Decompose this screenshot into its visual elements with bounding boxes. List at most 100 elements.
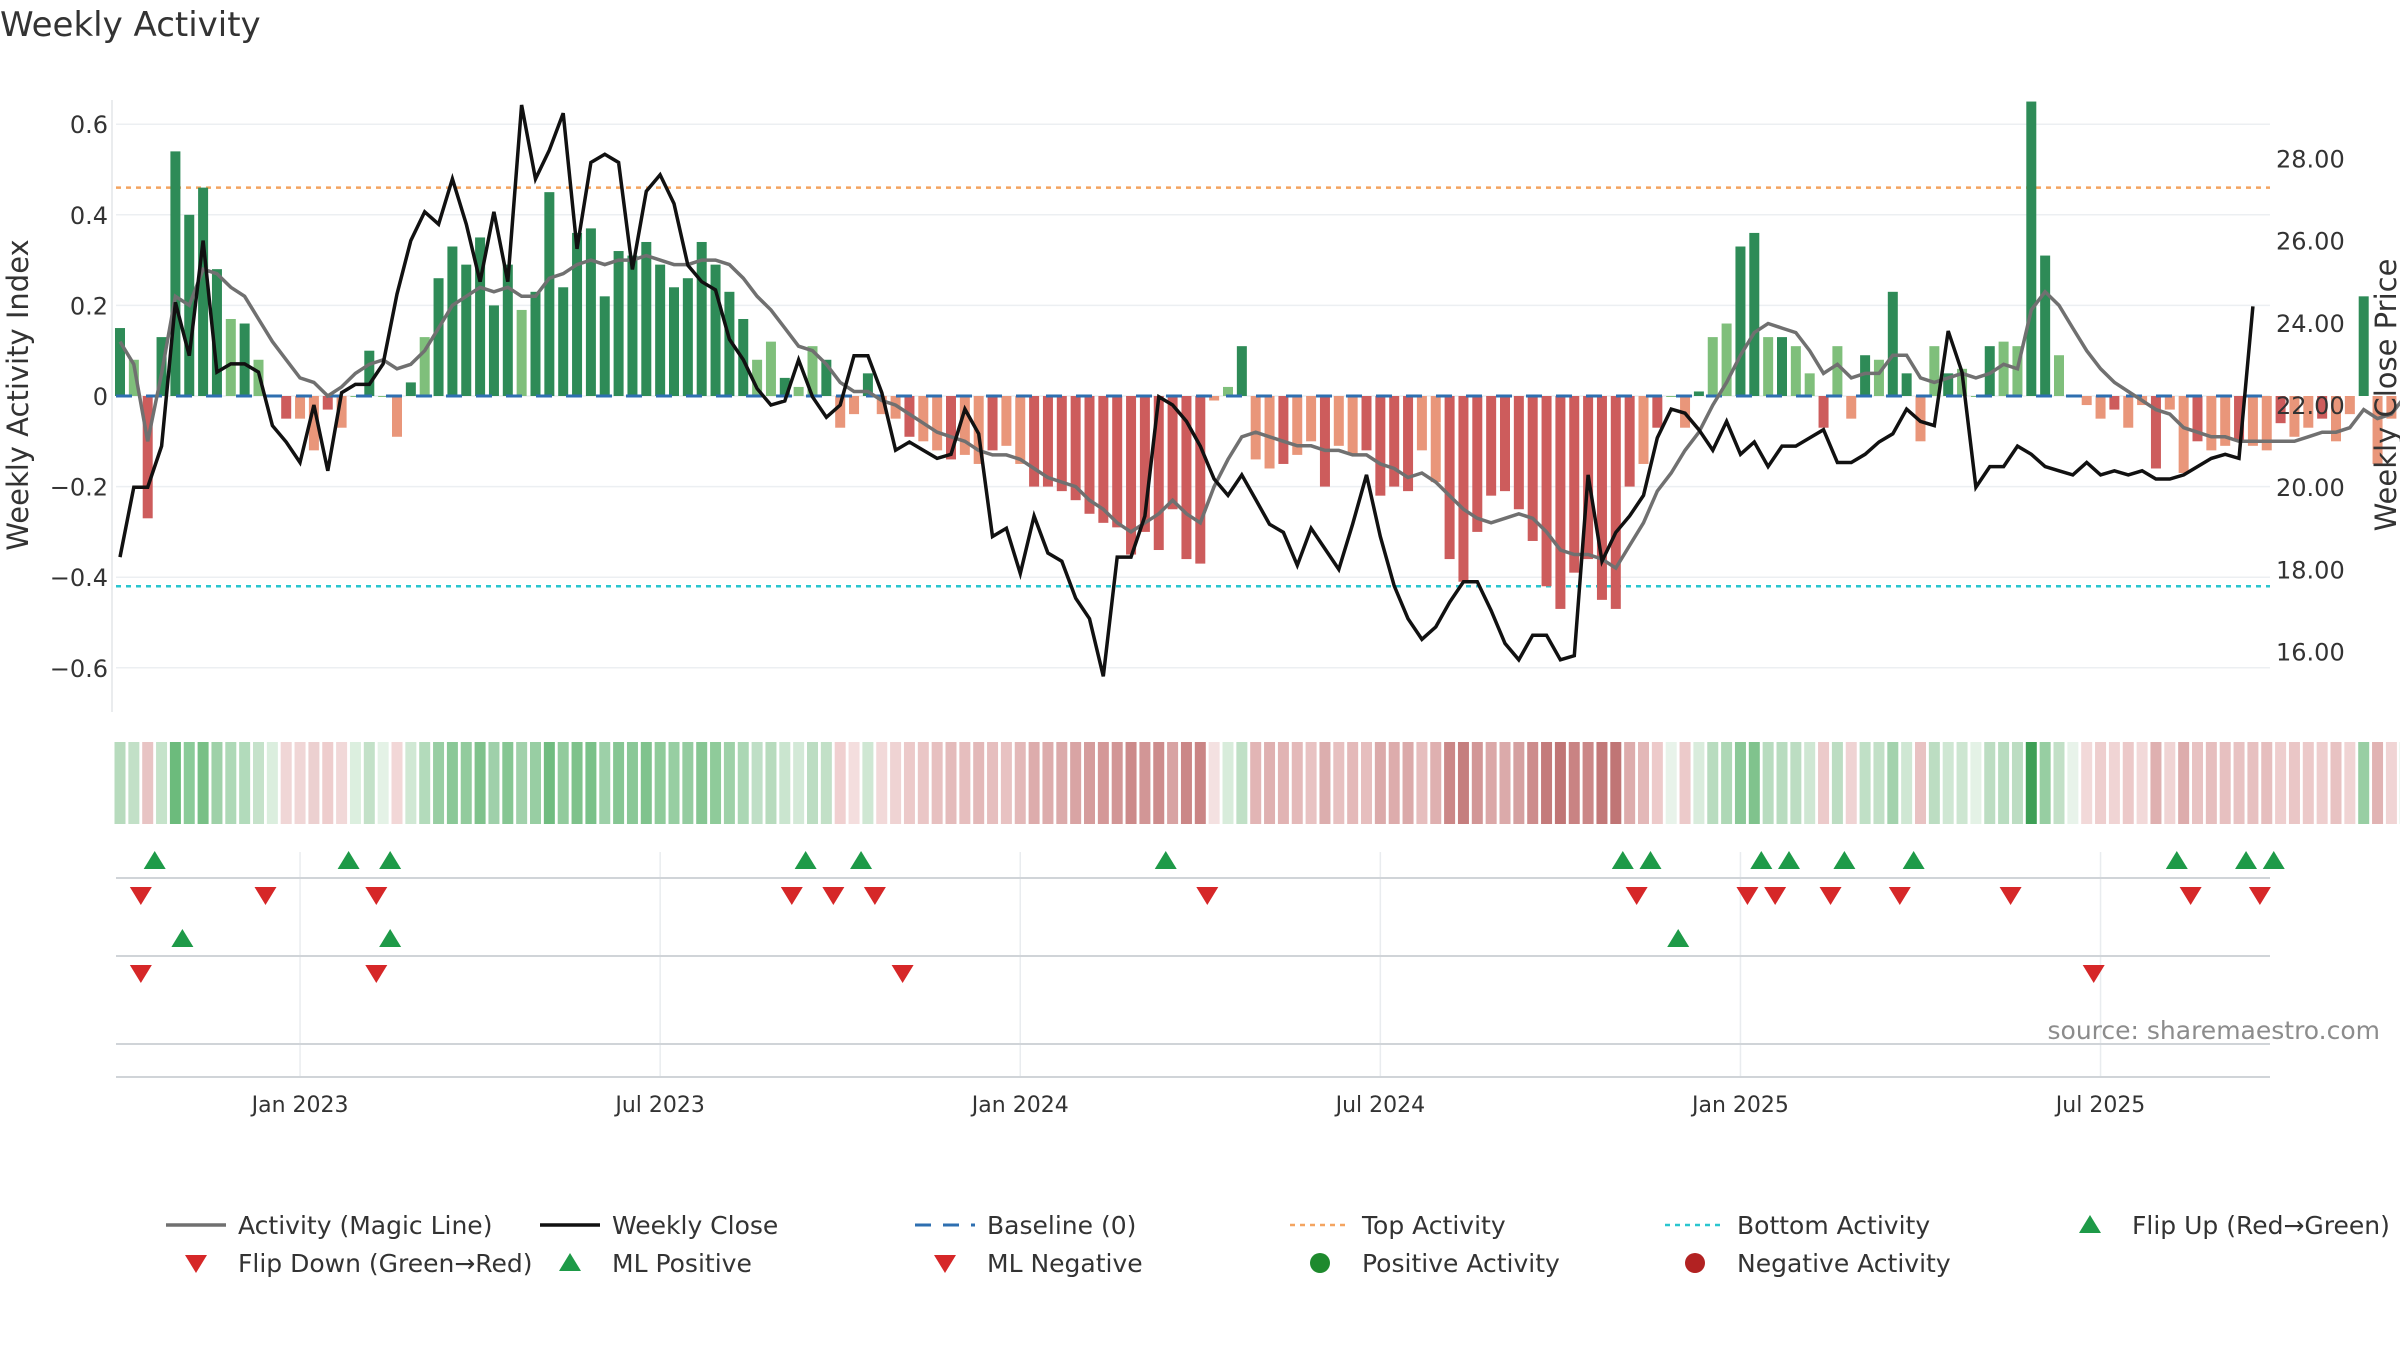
activity-bar [2164, 396, 2175, 410]
strip-cell [1430, 742, 1442, 824]
strip-cell [1236, 742, 1248, 824]
strip-cell [1139, 742, 1151, 824]
strip-cell [2192, 742, 2203, 824]
strip-cell [2011, 742, 2023, 824]
activity-bar [807, 346, 818, 396]
strip-cell [1374, 742, 1386, 824]
legend-label: Flip Down (Green→Red) [238, 1249, 533, 1278]
activity-bar [461, 264, 472, 396]
flip-up-marker [2165, 851, 2188, 869]
strip-cell [2067, 742, 2079, 824]
activity-bar [1319, 396, 1330, 487]
activity-bar [1998, 341, 2009, 396]
activity-bar [779, 377, 790, 396]
activity-bar [2178, 396, 2189, 474]
strip-cell [1333, 742, 1345, 824]
strip-cell [2358, 742, 2370, 824]
activity-bar [959, 396, 970, 455]
right-tick-label: 26.00 [2276, 228, 2345, 256]
strip-cell [654, 742, 666, 824]
strip-cell [183, 742, 195, 824]
strip-cell [1277, 742, 1289, 824]
legend-label: Flip Up (Red→Green) [2132, 1211, 2390, 1240]
activity-bar [142, 396, 153, 519]
date-tick-label: Jan 2024 [970, 1093, 1069, 1118]
strip-cell [1721, 742, 1733, 824]
weekly-close-series [118, 104, 2255, 677]
flip-down-marker [1999, 887, 2022, 905]
strip-cell [1153, 742, 1165, 824]
ml-positive-marker [1667, 929, 1690, 947]
source-credit: source: sharemaestro.com [2048, 1016, 2381, 1045]
strip-cell [336, 742, 348, 824]
activity-bar [627, 255, 638, 396]
activity-bar [1610, 396, 1621, 609]
activity-bar [710, 264, 721, 396]
activity-bar [1416, 396, 1427, 451]
strip-cell [2122, 742, 2134, 824]
flip-down-marker [1625, 887, 1648, 905]
activity-bar [1472, 396, 1483, 532]
activity-bar [1943, 373, 1954, 396]
activity-bar [2247, 396, 2258, 446]
activity-bar [2109, 396, 2120, 410]
strip-cell [2275, 742, 2287, 824]
flip-down-marker [2248, 887, 2271, 905]
activity-bar [793, 386, 804, 396]
activity-bar [1112, 396, 1123, 528]
left-tick-label: 0.2 [70, 292, 108, 320]
activity-bar [1707, 337, 1718, 396]
strip-cell [1804, 742, 1816, 824]
activity-bar [2040, 255, 2051, 396]
activity-bar [1804, 373, 1815, 396]
strip-cell [446, 742, 458, 824]
strip-cell [169, 742, 181, 824]
activity-bar [1001, 396, 1012, 446]
activity-bar [1887, 291, 1898, 396]
ml-negative-marker [2082, 965, 2105, 983]
activity-bar [572, 232, 583, 396]
activity-bar [225, 318, 236, 396]
activity-bar [641, 241, 652, 396]
legend-label: Bottom Activity [1737, 1211, 1930, 1240]
strip-cell [239, 742, 251, 824]
activity-bar [211, 269, 222, 396]
activity-bar [1098, 396, 1109, 523]
activity-bar [1596, 396, 1607, 600]
strip-cell [1014, 742, 1026, 824]
activity-bar [1624, 396, 1635, 487]
activity-bar [198, 187, 209, 396]
activity-bar [1306, 396, 1317, 442]
flip-up-marker [2235, 851, 2258, 869]
activity-bar [849, 396, 860, 415]
strip-cell [848, 742, 860, 824]
left-tick-label: −0.6 [50, 655, 108, 683]
strip-cell [2302, 742, 2314, 824]
activity-bar [378, 396, 389, 397]
strip-cell [2219, 742, 2231, 824]
ml-positive-marker [171, 929, 194, 947]
activity-bar [419, 337, 430, 396]
strip-cell [1942, 742, 1954, 824]
legend-item: Activity (Magic Line) [166, 1211, 492, 1240]
flip-up-marker [1778, 851, 1800, 869]
strip-cell [2053, 742, 2065, 824]
strip-cell [294, 742, 306, 824]
strip-cell [931, 742, 943, 824]
activity-bar [613, 251, 624, 396]
activity-bar [1444, 396, 1455, 560]
strip-cell [1361, 742, 1372, 824]
strip-cell [1956, 742, 1968, 824]
left-tick-label: 0 [93, 383, 108, 411]
activity-bar [1195, 396, 1206, 564]
activity-bar [1929, 346, 1940, 396]
flip-up-marker [143, 851, 166, 869]
activity-bar [599, 296, 610, 396]
strip-cell [1056, 742, 1068, 824]
activity-bar [1486, 396, 1497, 496]
activity-bar [322, 396, 333, 410]
activity-bar [1513, 396, 1524, 510]
strip-cell [543, 742, 555, 824]
strip-cell [682, 742, 694, 824]
activity-bar [2317, 396, 2328, 419]
